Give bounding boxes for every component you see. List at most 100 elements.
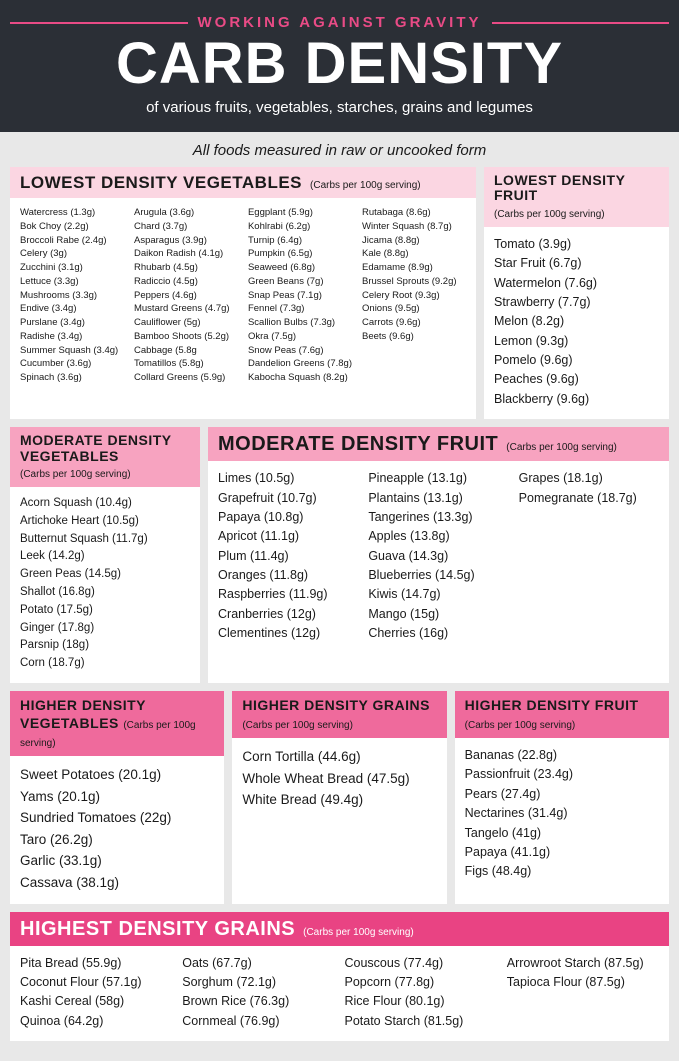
- list-item: Bamboo Shoots (5.2g): [134, 330, 238, 344]
- list-item: Scallion Bulbs (7.3g): [248, 316, 352, 330]
- list-mod-fruit: Limes (10.5g)Grapefruit (10.7g)Papaya (1…: [218, 469, 659, 643]
- list-high-veg: Sweet Potatoes (20.1g)Yams (20.1g)Sundri…: [20, 764, 214, 894]
- list-item: Eggplant (5.9g): [248, 206, 352, 220]
- list-item: Guava (14.3g): [368, 547, 508, 566]
- brand-line-left: [10, 22, 188, 24]
- list-lowest-fruit: Tomato (3.9g)Star Fruit (6.7g)Watermelon…: [494, 235, 659, 409]
- list-high-grains: Corn Tortilla (44.6g)Whole Wheat Bread (…: [242, 746, 436, 811]
- measured-note: All foods measured in raw or uncooked fo…: [0, 132, 679, 167]
- list-item: Corn Tortilla (44.6g): [242, 746, 436, 768]
- card-highest-grains: HIGHEST DENSITY GRAINS (Carbs per 100g s…: [10, 912, 669, 1042]
- list-item: Zucchini (3.1g): [20, 261, 124, 275]
- header-bar: WORKING AGAINST GRAVITY CARB DENSITY of …: [0, 0, 679, 132]
- list-column: Arugula (3.6g)Chard (3.7g)Asparagus (3.9…: [134, 206, 238, 385]
- brand-line-right: [492, 22, 670, 24]
- title-lowest-fruit: LOWEST DENSITY FRUIT: [494, 173, 659, 204]
- list-item: Rice Flour (80.1g): [345, 992, 497, 1011]
- list-column: Pineapple (13.1g)Plantains (13.1g)Tanger…: [368, 469, 508, 643]
- note-high-fruit: (Carbs per 100g serving): [465, 720, 576, 731]
- card-lowest-fruit: LOWEST DENSITY FRUIT (Carbs per 100g ser…: [484, 167, 669, 419]
- list-item: Fennel (7.3g): [248, 302, 352, 316]
- list-item: Sorghum (72.1g): [182, 973, 334, 992]
- list-item: Asparagus (3.9g): [134, 234, 238, 248]
- list-item: Kiwis (14.7g): [368, 585, 508, 604]
- list-item: Strawberry (7.7g): [494, 293, 659, 312]
- list-item: Mango (15g): [368, 605, 508, 624]
- list-lowest-veg: Watercress (1.3g)Bok Choy (2.2g)Broccoli…: [20, 206, 466, 385]
- list-item: Watermelon (7.6g): [494, 274, 659, 293]
- list-item: Star Fruit (6.7g): [494, 254, 659, 273]
- list-item: Potato Starch (81.5g): [345, 1012, 497, 1031]
- list-column: Couscous (77.4g)Popcorn (77.8g)Rice Flou…: [345, 954, 497, 1032]
- list-item: Daikon Radish (4.1g): [134, 247, 238, 261]
- list-item: Taro (26.2g): [20, 829, 214, 851]
- list-item: Acorn Squash (10.4g): [20, 495, 190, 513]
- list-column: Pita Bread (55.9g)Coconut Flour (57.1g)K…: [20, 954, 172, 1032]
- brand-text: WORKING AGAINST GRAVITY: [198, 14, 482, 31]
- list-column: Rutabaga (8.6g)Winter Squash (8.7g)Jicam…: [362, 206, 466, 385]
- list-item: Peaches (9.6g): [494, 370, 659, 389]
- title-mod-fruit: MODERATE DENSITY FRUIT: [218, 433, 498, 456]
- list-item: Cassava (38.1g): [20, 872, 214, 894]
- list-item: Pumpkin (6.5g): [248, 247, 352, 261]
- list-item: Oranges (11.8g): [218, 566, 358, 585]
- list-item: Rutabaga (8.6g): [362, 206, 466, 220]
- list-item: Winter Squash (8.7g): [362, 220, 466, 234]
- list-column: Corn Tortilla (44.6g)Whole Wheat Bread (…: [242, 746, 436, 811]
- list-item: Dandelion Greens (7.8g): [248, 357, 352, 371]
- list-item: Whole Wheat Bread (47.5g): [242, 768, 436, 790]
- list-item: Shallot (16.8g): [20, 584, 190, 602]
- list-item: Cherries (16g): [368, 624, 508, 643]
- main-title: CARB DENSITY: [10, 35, 669, 93]
- list-item: Pomelo (9.6g): [494, 351, 659, 370]
- list-column: Bananas (22.8g)Passionfruit (23.4g)Pears…: [465, 746, 659, 882]
- list-item: Rhubarb (4.5g): [134, 261, 238, 275]
- list-item: Ginger (17.8g): [20, 620, 190, 638]
- title-mod-veg: MODERATE DENSITY VEGETABLES: [20, 433, 190, 464]
- list-item: Snow Peas (7.6g): [248, 344, 352, 358]
- card-high-veg: HIGHER DENSITY VEGETABLES (Carbs per 100…: [10, 691, 224, 904]
- list-item: Radiccio (4.5g): [134, 275, 238, 289]
- list-item: Papaya (41.1g): [465, 843, 659, 862]
- list-item: Coconut Flour (57.1g): [20, 973, 172, 992]
- list-item: Celery Root (9.3g): [362, 289, 466, 303]
- list-item: Lettuce (3.3g): [20, 275, 124, 289]
- list-column: Oats (67.7g)Sorghum (72.1g)Brown Rice (7…: [182, 954, 334, 1032]
- list-item: Butternut Squash (11.7g): [20, 531, 190, 549]
- list-item: Apricot (11.1g): [218, 527, 358, 546]
- title-high-fruit: HIGHER DENSITY FRUIT: [465, 697, 639, 713]
- list-item: Collard Greens (5.9g): [134, 371, 238, 385]
- list-item: Onions (9.5g): [362, 302, 466, 316]
- card-mod-veg: MODERATE DENSITY VEGETABLES (Carbs per 1…: [10, 427, 200, 683]
- list-item: Sundried Tomatoes (22g): [20, 807, 214, 829]
- list-item: Cornmeal (76.9g): [182, 1012, 334, 1031]
- list-item: Blackberry (9.6g): [494, 390, 659, 409]
- list-item: Radishe (3.4g): [20, 330, 124, 344]
- list-mod-veg: Acorn Squash (10.4g)Artichoke Heart (10.…: [20, 495, 190, 673]
- list-item: Limes (10.5g): [218, 469, 358, 488]
- list-item: Bananas (22.8g): [465, 746, 659, 765]
- list-item: Cauliflower (5g): [134, 316, 238, 330]
- list-column: Acorn Squash (10.4g)Artichoke Heart (10.…: [20, 495, 190, 673]
- list-item: Arugula (3.6g): [134, 206, 238, 220]
- list-item: Papaya (10.8g): [218, 508, 358, 527]
- list-item: Potato (17.5g): [20, 602, 190, 620]
- list-item: Cucumber (3.6g): [20, 357, 124, 371]
- list-item: Kale (8.8g): [362, 247, 466, 261]
- list-item: Melon (8.2g): [494, 312, 659, 331]
- subtitle: of various fruits, vegetables, starches,…: [10, 99, 669, 116]
- brand-row: WORKING AGAINST GRAVITY: [10, 14, 669, 31]
- list-item: Green Peas (14.5g): [20, 566, 190, 584]
- list-item: Kashi Cereal (58g): [20, 992, 172, 1011]
- list-item: Edamame (8.9g): [362, 261, 466, 275]
- list-item: Mushrooms (3.3g): [20, 289, 124, 303]
- list-item: Turnip (6.4g): [248, 234, 352, 248]
- list-item: Brussel Sprouts (9.2g): [362, 275, 466, 289]
- list-item: Chard (3.7g): [134, 220, 238, 234]
- list-column: Arrowroot Starch (87.5g)Tapioca Flour (8…: [507, 954, 659, 1032]
- note-lowest-fruit: (Carbs per 100g serving): [494, 209, 605, 220]
- list-item: Pears (27.4g): [465, 785, 659, 804]
- list-item: Bok Choy (2.2g): [20, 220, 124, 234]
- list-item: Broccoli Rabe (2.4g): [20, 234, 124, 248]
- list-item: Carrots (9.6g): [362, 316, 466, 330]
